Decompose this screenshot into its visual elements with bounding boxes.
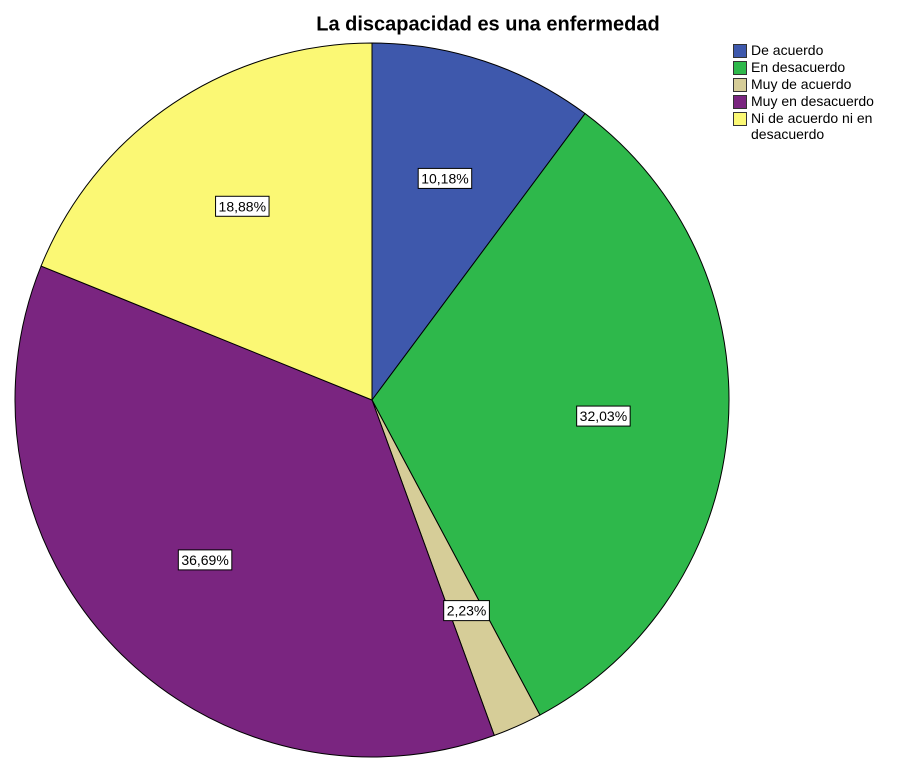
data-label-box [576, 405, 631, 427]
legend-label: De acuerdo [751, 42, 824, 58]
legend-item: De acuerdo [733, 42, 905, 58]
data-label-box [177, 549, 233, 571]
data-label-box [215, 195, 270, 217]
legend-swatch [733, 95, 747, 109]
chart-title: La discapacidad es una enfermedad [316, 13, 659, 35]
legend-item: Muy en desacuerdo [733, 93, 905, 109]
data-label: 32,03% [580, 408, 627, 424]
pie-slice [14, 265, 495, 758]
data-label: 10,18% [421, 170, 468, 186]
legend-swatch [733, 61, 747, 75]
legend-item: Muy de acuerdo [733, 76, 905, 92]
pie-slice [371, 112, 730, 716]
legend-item: En desacuerdo [733, 59, 905, 75]
legend: De acuerdo En desacuerdo Muy de acuerdo Muy… [733, 42, 905, 143]
legend-label: Muy en desacuerdo [751, 93, 874, 109]
pie-slice [40, 42, 373, 401]
data-label-box [443, 600, 490, 622]
data-label: 2,23% [447, 603, 487, 619]
legend-swatch [733, 78, 747, 92]
data-label-box [417, 167, 473, 189]
legend-swatch [733, 112, 747, 126]
legend-swatch [733, 44, 747, 58]
pie-slice [371, 42, 586, 402]
legend-item: Ni de acuerdo ni en desacuerdo [733, 110, 905, 142]
legend-label: Ni de acuerdo ni en desacuerdo [751, 110, 873, 142]
data-label: 18,88% [219, 198, 266, 214]
legend-label: En desacuerdo [751, 59, 846, 75]
legend-label: Muy de acuerdo [751, 76, 852, 92]
data-label: 36,69% [181, 552, 228, 568]
